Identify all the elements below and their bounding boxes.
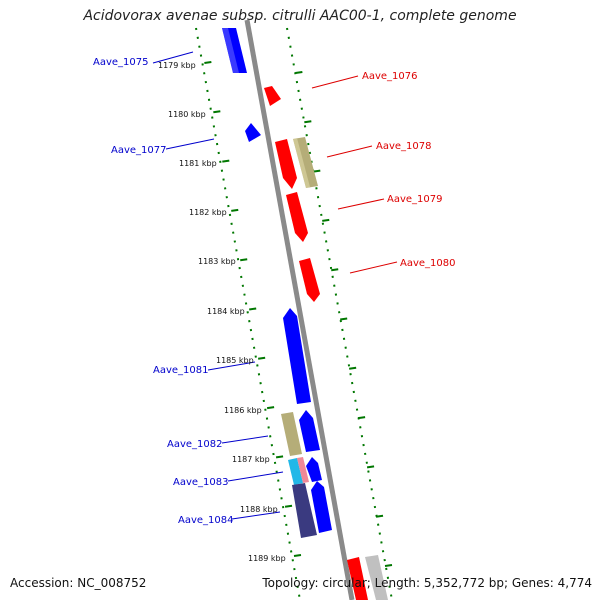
genome-summary-text: Topology: circular; Length: 5,352,772 bp… [262, 576, 592, 590]
tick-mark-left [266, 406, 275, 410]
feature-aave-1082-other[interactable] [281, 412, 302, 456]
tick-label-1185: 1185 kbp [216, 356, 254, 365]
genome-title: Acidovorax avenae subsp. citrulli AAC00-… [83, 8, 517, 24]
gene-label-aave-1081[interactable]: Aave_1081 [153, 365, 209, 376]
tick-mark-left [275, 455, 284, 459]
feature-aave-1082[interactable] [299, 410, 320, 452]
accession-text: Accession: NC_008752 [10, 576, 147, 590]
tick-mark-right [375, 514, 384, 518]
tick-mark-left [222, 159, 230, 163]
tick-label-1181: 1181 kbp [179, 159, 217, 168]
gene-label-aave-1078[interactable]: Aave_1078 [376, 141, 432, 152]
feature-aave-1083-pink[interactable] [297, 457, 309, 483]
tick-marks-left [204, 61, 302, 557]
tick-label-1182: 1182 kbp [189, 208, 227, 217]
gene-label-aave-1079[interactable]: Aave_1079 [387, 194, 443, 205]
feature-aave-1077[interactable] [245, 123, 261, 142]
tick-mark-right [340, 317, 348, 321]
feature-aave-1083-cyan[interactable] [288, 458, 303, 485]
gene-label-aave-1084[interactable]: Aave_1084 [178, 515, 234, 526]
tick-label-1183: 1183 kbp [198, 257, 236, 266]
tick-label-1179: 1179 kbp [158, 61, 196, 70]
tick-mark-left [293, 554, 302, 557]
tick-mark-left [249, 307, 257, 311]
gene-label-aave-1077[interactable]: Aave_1077 [111, 145, 167, 156]
gene-label-aave-1080[interactable]: Aave_1080 [400, 258, 456, 269]
tick-label-1186: 1186 kbp [224, 406, 262, 415]
tick-label-1187: 1187 kbp [232, 455, 270, 464]
feature-aave-1081[interactable] [283, 308, 311, 404]
tick-mark-right [331, 268, 339, 272]
gene-label-aave-1082[interactable]: Aave_1082 [167, 439, 223, 450]
feature-aave-1079[interactable] [286, 192, 308, 242]
tick-mark-left [284, 504, 293, 508]
feature-bottom-red[interactable] [347, 557, 368, 600]
tick-mark-right [304, 120, 312, 124]
tick-mark-right [384, 564, 393, 567]
feature-aave-1075[interactable] [222, 28, 247, 73]
tick-mark-left [204, 61, 212, 64]
tick-mark-left [240, 258, 248, 262]
feature-aave-1083[interactable] [306, 457, 322, 482]
tick-label-1184: 1184 kbp [207, 307, 245, 316]
feature-aave-1078[interactable] [275, 139, 297, 189]
tick-label-1180: 1180 kbp [168, 110, 206, 119]
gene-label-aave-1076[interactable]: Aave_1076 [362, 71, 418, 82]
genome-backbone [244, 19, 355, 600]
gene-label-aave-1075[interactable]: Aave_1075 [93, 57, 149, 68]
feature-aave-1078-other[interactable] [293, 137, 318, 188]
tick-mark-right [322, 218, 330, 222]
feature-aave-1076[interactable] [264, 86, 281, 106]
feature-aave-1080[interactable] [299, 258, 320, 302]
tick-mark-right [366, 465, 375, 469]
gene-label-aave-1083[interactable]: Aave_1083 [173, 477, 229, 488]
tick-mark-right [357, 416, 366, 420]
feature-aave-1084[interactable] [311, 481, 332, 533]
tick-mark-right [349, 366, 357, 370]
label-leaders [152, 51, 398, 520]
tick-label-1189: 1189 kbp [248, 554, 286, 563]
feature-bottom-grey[interactable] [365, 555, 388, 600]
tick-mark-right [313, 169, 321, 173]
tick-mark-right [295, 71, 303, 74]
feature-aave-1084-navy[interactable] [292, 483, 317, 538]
tick-mark-left [213, 110, 221, 114]
tick-marks-right [295, 71, 393, 567]
tick-mark-left [231, 208, 239, 212]
tick-mark-left [258, 356, 266, 360]
tick-label-1188: 1188 kbp [240, 505, 278, 514]
